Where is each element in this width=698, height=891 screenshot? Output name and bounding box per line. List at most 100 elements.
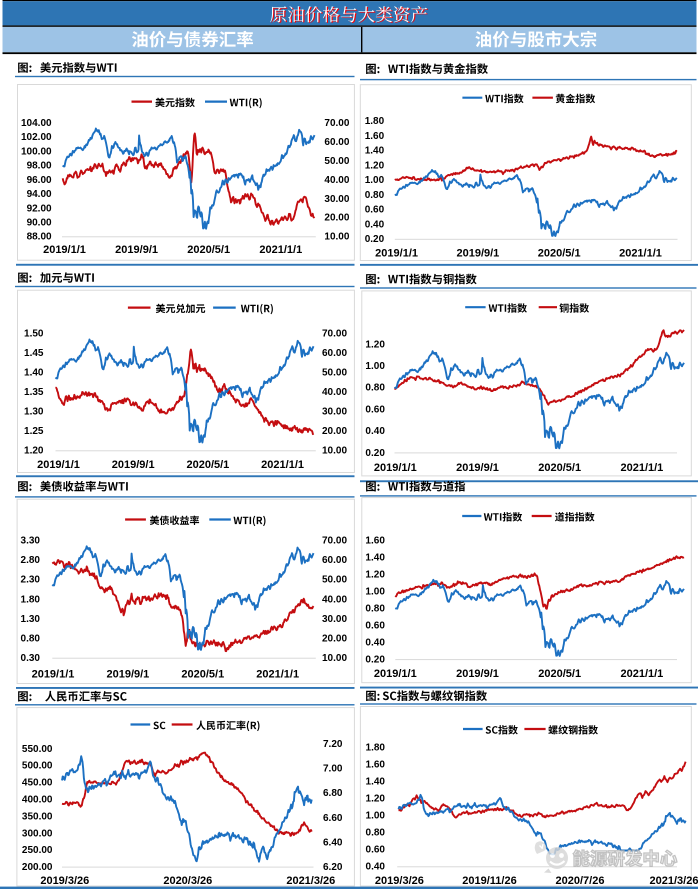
svg-text:40.00: 40.00 <box>324 175 349 186</box>
svg-text:1.20: 1.20 <box>365 339 385 350</box>
svg-text:350.00: 350.00 <box>22 811 53 822</box>
svg-text:2019/9/1: 2019/9/1 <box>112 459 155 471</box>
svg-text:1.40: 1.40 <box>24 368 44 379</box>
svg-text:90.00: 90.00 <box>27 218 52 229</box>
svg-text:1.20: 1.20 <box>366 794 386 805</box>
svg-text:1.00: 1.00 <box>366 811 386 822</box>
svg-text:60.00: 60.00 <box>322 348 347 359</box>
svg-text:0.40: 0.40 <box>365 426 385 437</box>
svg-text:1.30: 1.30 <box>21 614 41 625</box>
svg-text:1.35: 1.35 <box>24 387 44 398</box>
svg-text:2019/1/1: 2019/1/1 <box>43 244 86 256</box>
svg-text:3.30: 3.30 <box>21 536 41 547</box>
svg-text:1.20: 1.20 <box>365 570 385 581</box>
svg-text:92.00: 92.00 <box>27 203 52 214</box>
svg-text:1.45: 1.45 <box>24 348 44 359</box>
svg-text:2019/1/1: 2019/1/1 <box>32 669 75 681</box>
svg-text:2020/3/26: 2020/3/26 <box>163 875 212 887</box>
svg-text:2019/9/1: 2019/9/1 <box>115 244 158 256</box>
svg-text:2019/1/1: 2019/1/1 <box>375 248 418 260</box>
svg-text:2019/1/1: 2019/1/1 <box>374 462 417 474</box>
svg-text:2020/5/1: 2020/5/1 <box>538 248 581 260</box>
svg-text:450.00: 450.00 <box>22 778 53 789</box>
svg-text:2019/3/26: 2019/3/26 <box>40 875 89 887</box>
svg-text:2021/3/26: 2021/3/26 <box>650 875 698 887</box>
svg-text:1.40: 1.40 <box>365 553 385 564</box>
svg-text:70.00: 70.00 <box>324 118 349 129</box>
svg-text:0.40: 0.40 <box>365 638 385 649</box>
svg-text:2019/1/1: 2019/1/1 <box>374 668 417 680</box>
svg-text:10.00: 10.00 <box>324 232 349 243</box>
svg-text:2021/1/1: 2021/1/1 <box>259 244 302 256</box>
svg-text:1.60: 1.60 <box>366 760 386 771</box>
svg-text:0.60: 0.60 <box>365 404 385 415</box>
svg-text:30.00: 30.00 <box>322 614 347 625</box>
svg-text:6.60: 6.60 <box>323 813 343 824</box>
svg-text:96.00: 96.00 <box>27 175 52 186</box>
svg-text:0.80: 0.80 <box>365 190 385 201</box>
svg-text:7.00: 7.00 <box>323 764 343 775</box>
svg-text:200.00: 200.00 <box>22 862 53 873</box>
svg-text:40.00: 40.00 <box>322 594 347 605</box>
svg-text:0.80: 0.80 <box>365 604 385 615</box>
svg-text:10.00: 10.00 <box>322 446 347 457</box>
svg-text:2021/3/26: 2021/3/26 <box>286 875 335 887</box>
svg-text:2019/9/1: 2019/9/1 <box>456 668 499 680</box>
svg-text:20.00: 20.00 <box>322 426 347 437</box>
svg-text:1.00: 1.00 <box>365 361 385 372</box>
svg-text:2019/1/1: 2019/1/1 <box>37 459 80 471</box>
svg-text:102.00: 102.00 <box>21 132 52 143</box>
svg-text:7.20: 7.20 <box>323 739 343 750</box>
svg-text:0.40: 0.40 <box>365 220 385 231</box>
svg-text:0.60: 0.60 <box>366 845 386 856</box>
svg-text:2019/11/26: 2019/11/26 <box>462 875 516 887</box>
svg-text:50.00: 50.00 <box>324 156 349 167</box>
svg-text:104.00: 104.00 <box>21 118 52 129</box>
svg-text:1.00: 1.00 <box>365 175 385 186</box>
svg-text:88.00: 88.00 <box>27 232 52 243</box>
svg-text:50.00: 50.00 <box>322 368 347 379</box>
svg-text:2020/5/1: 2020/5/1 <box>538 462 581 474</box>
svg-text:2021/1/1: 2021/1/1 <box>261 459 304 471</box>
svg-text:100.00: 100.00 <box>21 146 52 157</box>
svg-text:2020/5/1: 2020/5/1 <box>186 459 229 471</box>
svg-text:2020/7/26: 2020/7/26 <box>556 875 605 887</box>
svg-text:2.80: 2.80 <box>21 555 41 566</box>
svg-text:1.20: 1.20 <box>365 161 385 172</box>
svg-text:2021/1/1: 2021/1/1 <box>256 669 299 681</box>
svg-text:1.50: 1.50 <box>24 329 44 340</box>
svg-text:1.60: 1.60 <box>365 131 385 142</box>
svg-text:500.00: 500.00 <box>22 761 53 772</box>
svg-text:0.60: 0.60 <box>365 205 385 216</box>
svg-text:94.00: 94.00 <box>27 189 52 200</box>
svg-text:300.00: 300.00 <box>22 828 53 839</box>
svg-text:70.00: 70.00 <box>322 329 347 340</box>
svg-text:2021/1/1: 2021/1/1 <box>620 668 663 680</box>
svg-text:1.40: 1.40 <box>365 146 385 157</box>
svg-text:2.30: 2.30 <box>21 575 41 586</box>
svg-text:0.20: 0.20 <box>365 655 385 666</box>
svg-text:1.80: 1.80 <box>365 116 385 127</box>
svg-text:0.20: 0.20 <box>365 448 385 459</box>
svg-text:6.40: 6.40 <box>323 837 343 848</box>
svg-text:1.80: 1.80 <box>366 743 386 754</box>
svg-text:0.20: 0.20 <box>365 234 385 245</box>
svg-text:20.00: 20.00 <box>322 634 347 645</box>
svg-text:30.00: 30.00 <box>322 407 347 418</box>
svg-text:2019/9/1: 2019/9/1 <box>456 248 499 260</box>
svg-text:1.80: 1.80 <box>21 594 41 605</box>
svg-text:30.00: 30.00 <box>324 194 349 205</box>
svg-text:0.80: 0.80 <box>366 828 386 839</box>
svg-text:1.00: 1.00 <box>365 587 385 598</box>
svg-text:6.20: 6.20 <box>323 862 343 873</box>
svg-text:2020/5/1: 2020/5/1 <box>538 668 581 680</box>
svg-text:0.80: 0.80 <box>365 383 385 394</box>
svg-text:0.40: 0.40 <box>366 862 386 873</box>
svg-text:2021/1/1: 2021/1/1 <box>619 248 662 260</box>
svg-text:2019/9/1: 2019/9/1 <box>106 669 149 681</box>
svg-text:1.60: 1.60 <box>365 536 385 547</box>
svg-text:1.40: 1.40 <box>366 777 386 788</box>
svg-text:2021/1/1: 2021/1/1 <box>620 462 663 474</box>
svg-text:50.00: 50.00 <box>322 575 347 586</box>
svg-text:2020/5/1: 2020/5/1 <box>181 669 224 681</box>
